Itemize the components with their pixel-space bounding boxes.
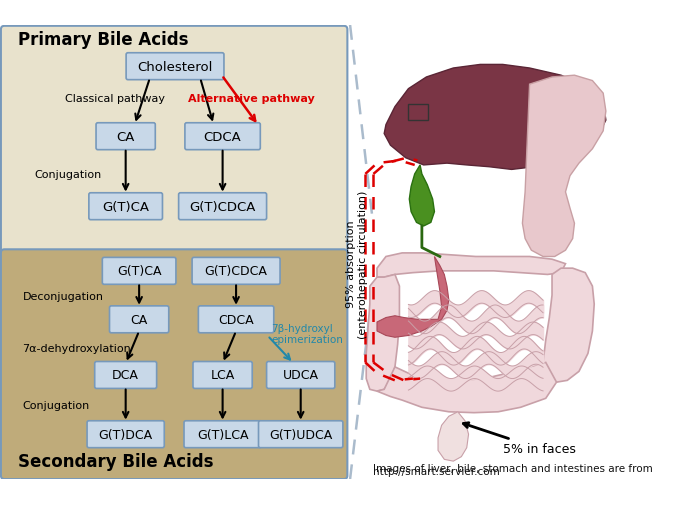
Polygon shape	[377, 363, 556, 413]
Text: CA: CA	[116, 130, 135, 143]
FancyBboxPatch shape	[199, 306, 274, 333]
FancyBboxPatch shape	[95, 362, 157, 389]
FancyBboxPatch shape	[184, 421, 261, 448]
Text: Secondary Bile Acids: Secondary Bile Acids	[18, 452, 214, 470]
FancyBboxPatch shape	[110, 306, 169, 333]
Text: CDCA: CDCA	[203, 130, 242, 143]
Text: G(T)CA: G(T)CA	[117, 265, 162, 278]
Text: G(T)CA: G(T)CA	[102, 200, 149, 213]
FancyBboxPatch shape	[89, 193, 162, 220]
Text: LCA: LCA	[210, 369, 235, 382]
Text: Cholesterol: Cholesterol	[138, 61, 213, 74]
Text: 7β-hydroxyl
epimerization: 7β-hydroxyl epimerization	[271, 323, 343, 345]
Text: DCA: DCA	[112, 369, 139, 382]
Text: 5% in faces: 5% in faces	[463, 423, 575, 456]
Text: G(T)DCA: G(T)DCA	[99, 428, 153, 441]
Text: Deconjugation: Deconjugation	[23, 291, 103, 301]
Text: Images of liver, bile, stomach and intestines are from: Images of liver, bile, stomach and intes…	[373, 464, 652, 473]
Polygon shape	[543, 269, 594, 382]
Text: http://smart.servier.com: http://smart.servier.com	[373, 466, 499, 476]
Polygon shape	[410, 166, 434, 227]
Polygon shape	[366, 275, 399, 391]
Text: CDCA: CDCA	[219, 313, 254, 326]
Text: Conjugation: Conjugation	[23, 400, 90, 411]
Text: G(T)CDCA: G(T)CDCA	[190, 200, 256, 213]
FancyBboxPatch shape	[193, 362, 252, 389]
FancyBboxPatch shape	[126, 54, 224, 80]
Polygon shape	[523, 76, 606, 257]
FancyBboxPatch shape	[185, 124, 260, 150]
FancyBboxPatch shape	[179, 193, 266, 220]
Text: Primary Bile Acids: Primary Bile Acids	[18, 31, 188, 49]
FancyBboxPatch shape	[96, 124, 155, 150]
Text: Classical pathway: Classical pathway	[64, 93, 164, 104]
Text: 95% absorption
(enterohepatic circulation): 95% absorption (enterohepatic circulatio…	[347, 190, 368, 338]
Text: G(T)UDCA: G(T)UDCA	[269, 428, 332, 441]
FancyBboxPatch shape	[102, 258, 176, 285]
FancyBboxPatch shape	[1, 250, 347, 479]
Text: UDCA: UDCA	[283, 369, 319, 382]
FancyBboxPatch shape	[192, 258, 280, 285]
Text: G(T)LCA: G(T)LCA	[197, 428, 249, 441]
FancyBboxPatch shape	[266, 362, 335, 389]
Text: CA: CA	[131, 313, 148, 326]
Text: Conjugation: Conjugation	[34, 170, 101, 180]
Polygon shape	[377, 257, 449, 338]
FancyBboxPatch shape	[87, 421, 164, 448]
Polygon shape	[377, 254, 566, 278]
Text: 7α-dehydroxylation: 7α-dehydroxylation	[23, 343, 132, 354]
Text: Alternative pathway: Alternative pathway	[188, 93, 315, 104]
Polygon shape	[438, 412, 469, 461]
Polygon shape	[384, 65, 606, 170]
FancyBboxPatch shape	[1, 27, 347, 256]
FancyBboxPatch shape	[258, 421, 343, 448]
Text: G(T)CDCA: G(T)CDCA	[205, 265, 268, 278]
